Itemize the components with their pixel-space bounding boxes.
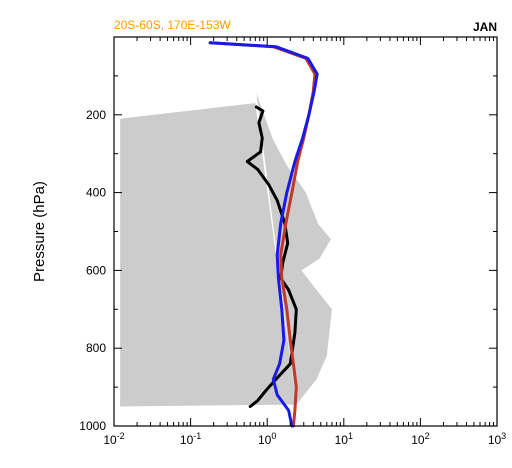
y-tick-label: 400 (86, 186, 106, 200)
x-tick-label: 102 (411, 431, 429, 447)
y-tick-label: 200 (86, 108, 106, 122)
series-line-1 (245, 105, 298, 408)
y-tick-label: 1000 (79, 419, 106, 433)
y-axis-title: Pressure (hPa) (31, 181, 48, 282)
region-label: 20S-60S, 170E-153W (114, 18, 231, 32)
x-tick-label: 103 (488, 431, 506, 447)
x-tick-label: 10-2 (103, 431, 124, 447)
series-line-3 (208, 41, 319, 428)
plot-area (120, 41, 332, 428)
shaded-range (120, 93, 332, 407)
x-tick-label: 10-1 (180, 431, 201, 447)
x-tick-label: 100 (258, 431, 276, 447)
month-label: JAN (473, 20, 497, 34)
series-line-2 (208, 41, 317, 428)
y-tick-label: 600 (86, 263, 106, 277)
y-tick-label: 800 (86, 341, 106, 355)
x-tick-label: 101 (335, 431, 353, 447)
axes: 10-2 10-1 100 101 102 103 200 400 600 800 1000 (79, 37, 506, 447)
